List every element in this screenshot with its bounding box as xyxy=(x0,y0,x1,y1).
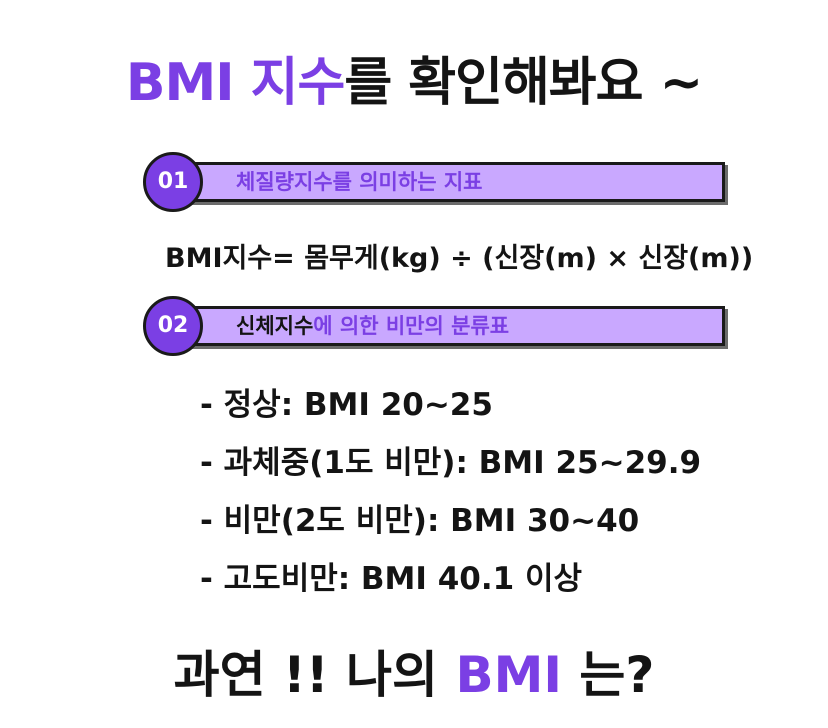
section-1-number-badge: 01 xyxy=(143,152,203,212)
section-1-bar: 체질량지수를 의미하는 지표 xyxy=(171,162,725,202)
section-2-text-dark: 신체지수 xyxy=(236,314,314,338)
closing-question: 과연 !! 나의 BMI 는? xyxy=(0,635,828,707)
bmi-classification-list: - 정상: BMI 20~25 - 과체중(1도 비만): BMI 25~29.… xyxy=(200,376,701,608)
section-2-header: 신체지수에 의한 비만의 분류표 02 xyxy=(143,296,733,358)
list-item-obese: - 비만(2도 비만): BMI 30~40 xyxy=(200,503,640,539)
title-accent: BMI 지수 xyxy=(125,53,346,113)
section-2-text: 신체지수에 의한 비만의 분류표 xyxy=(236,309,509,343)
title-rest: 를 확인해봐요 ~ xyxy=(344,53,703,113)
section-2-bar: 신체지수에 의한 비만의 분류표 xyxy=(171,306,725,346)
section-2-number-badge: 02 xyxy=(143,296,203,356)
bmi-formula: BMI지수= 몸무게(kg) ÷ (신장(m) × 신장(m)) xyxy=(165,243,754,274)
list-item-overweight: - 과체중(1도 비만): BMI 25~29.9 xyxy=(200,445,702,481)
section-2-text-purple: 에 의한 비만의 분류표 xyxy=(313,314,510,338)
closing-accent: BMI xyxy=(455,646,562,704)
closing-before: 과연 !! 나의 xyxy=(173,646,456,704)
list-item-normal: - 정상: BMI 20~25 xyxy=(200,387,493,423)
section-1-header: 체질량지수를 의미하는 지표 01 xyxy=(143,152,733,214)
section-1-text: 체질량지수를 의미하는 지표 xyxy=(236,170,483,194)
list-item-severely-obese: - 고도비만: BMI 40.1 이상 xyxy=(200,561,583,597)
page-title: BMI 지수를 확인해봐요 ~ xyxy=(0,40,828,115)
closing-after: 는? xyxy=(561,646,655,704)
